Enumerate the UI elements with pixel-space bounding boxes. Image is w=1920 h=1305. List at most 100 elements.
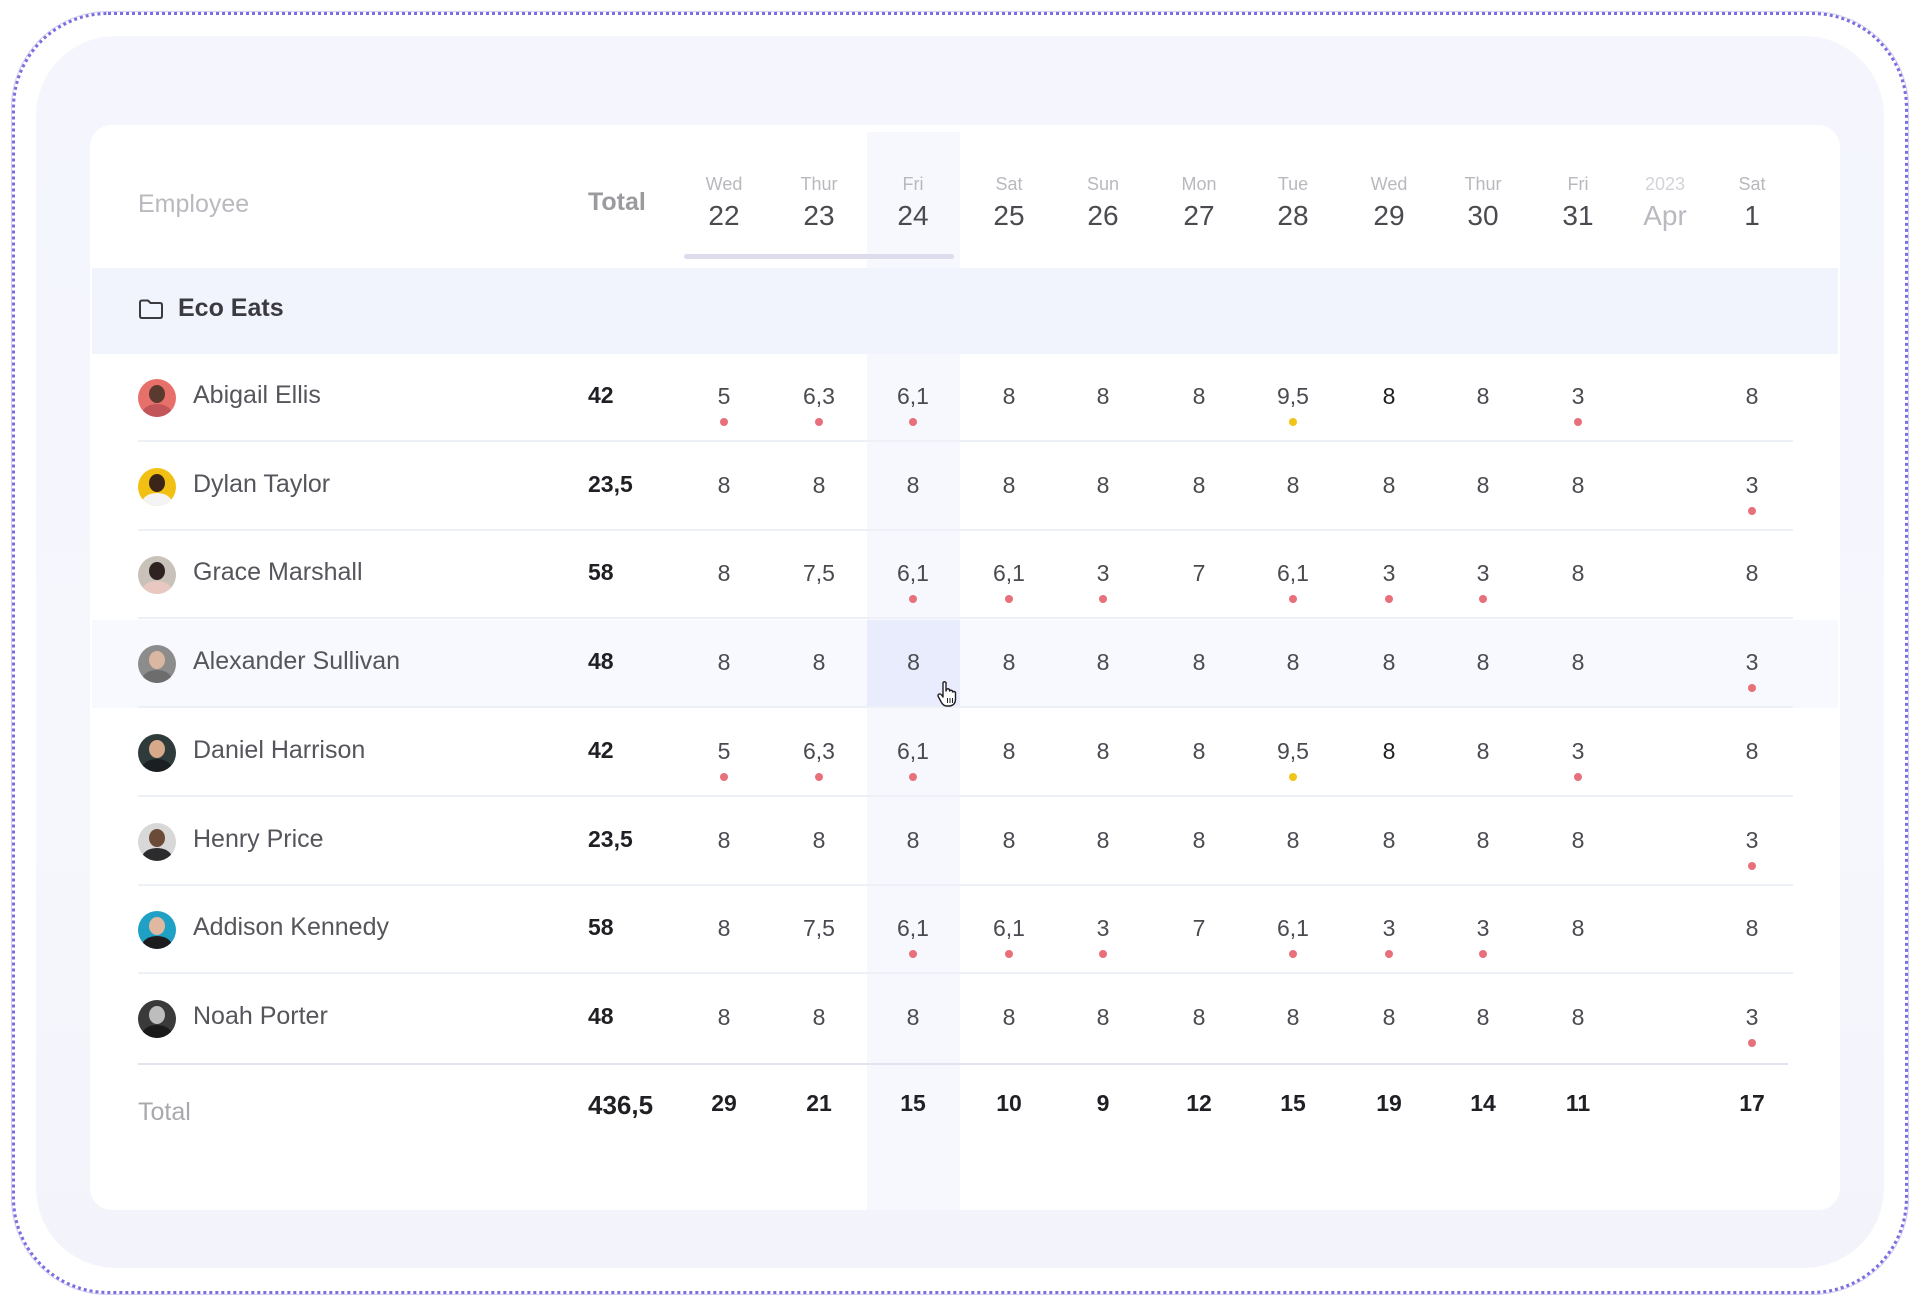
hours-cell[interactable]: 6,1 <box>868 354 958 442</box>
hours-cell[interactable]: 8 <box>964 354 1054 442</box>
hours-cell[interactable]: 8 <box>1438 620 1528 708</box>
hours-cell[interactable]: 3 <box>1707 798 1797 886</box>
hours-cell[interactable]: 8 <box>1154 798 1244 886</box>
hours-cell[interactable] <box>1620 443 1710 531</box>
hours-cell[interactable]: 7 <box>1154 531 1244 619</box>
table-row[interactable]: Henry Price 23,5 8 8 8 8 8 8 8 8 8 8 3 <box>92 798 1838 886</box>
hours-cell[interactable]: 8 <box>1438 709 1528 797</box>
hours-cell[interactable]: 8 <box>964 620 1054 708</box>
hours-cell[interactable]: 8 <box>1344 443 1434 531</box>
hours-cell[interactable]: 8 <box>679 975 769 1063</box>
hours-cell[interactable]: 8 <box>1533 975 1623 1063</box>
day-header-7[interactable]: Wed 29 <box>1344 172 1434 232</box>
hours-cell[interactable]: 8 <box>1248 798 1338 886</box>
hours-cell[interactable]: 8 <box>679 531 769 619</box>
employee-name[interactable]: Alexander Sullivan <box>193 647 401 675</box>
day-header-9[interactable]: Fri 31 <box>1533 172 1623 232</box>
hours-cell[interactable]: 3 <box>1344 886 1434 974</box>
hours-cell[interactable]: 8 <box>964 443 1054 531</box>
hours-cell[interactable]: 8 <box>868 975 958 1063</box>
hours-cell[interactable]: 8 <box>1154 975 1244 1063</box>
hours-cell[interactable]: 8 <box>1154 443 1244 531</box>
hours-cell[interactable]: 9,5 <box>1248 354 1338 442</box>
day-header-3[interactable]: Sat 25 <box>964 172 1054 232</box>
hours-cell[interactable]: 8 <box>1058 443 1148 531</box>
hours-cell[interactable]: 6,3 <box>774 709 864 797</box>
hours-cell[interactable]: 8 <box>1344 354 1434 442</box>
hours-cell[interactable]: 8 <box>1248 620 1338 708</box>
employee-name[interactable]: Dylan Taylor <box>193 470 331 498</box>
hours-cell[interactable]: 3 <box>1707 975 1797 1063</box>
employee-name[interactable]: Daniel Harrison <box>193 736 366 764</box>
hours-cell[interactable]: 5 <box>679 709 769 797</box>
table-row[interactable]: Noah Porter 48 8 8 8 8 8 8 8 8 8 8 3 <box>92 975 1838 1063</box>
hours-cell[interactable]: 7,5 <box>774 531 864 619</box>
hours-cell[interactable]: 6,1 <box>868 886 958 974</box>
hours-cell[interactable]: 8 <box>1533 798 1623 886</box>
day-header-11[interactable]: Sat 1 <box>1707 172 1797 232</box>
hours-cell[interactable]: 8 <box>679 620 769 708</box>
hours-cell[interactable]: 8 <box>1344 798 1434 886</box>
hours-cell[interactable]: 8 <box>1248 975 1338 1063</box>
hours-cell[interactable]: 8 <box>1533 531 1623 619</box>
hours-cell[interactable]: 8 <box>1707 709 1797 797</box>
hours-cell[interactable]: 6,1 <box>964 531 1054 619</box>
hours-cell[interactable]: 8 <box>1707 886 1797 974</box>
hours-cell[interactable]: 8 <box>1154 354 1244 442</box>
day-header-4[interactable]: Sun 26 <box>1058 172 1148 232</box>
hours-cell[interactable]: 8 <box>774 798 864 886</box>
hours-cell[interactable]: 6,1 <box>868 709 958 797</box>
hours-cell[interactable]: 8 <box>679 798 769 886</box>
total-column-header[interactable]: Total <box>588 188 646 216</box>
hours-cell[interactable]: 8 <box>1438 354 1528 442</box>
hours-cell[interactable]: 8 <box>1058 354 1148 442</box>
hours-cell[interactable]: 8 <box>1344 620 1434 708</box>
employee-name[interactable]: Abigail Ellis <box>193 381 321 409</box>
hours-cell[interactable]: 8 <box>1058 975 1148 1063</box>
day-header-10[interactable]: 2023 Apr <box>1620 172 1710 232</box>
hours-cell[interactable]: 7 <box>1154 886 1244 974</box>
hours-cell[interactable]: 8 <box>1533 620 1623 708</box>
hours-cell[interactable]: 8 <box>1154 709 1244 797</box>
day-header-2[interactable]: Fri 24 <box>868 172 958 232</box>
hours-cell[interactable]: 8 <box>679 886 769 974</box>
hours-cell[interactable]: 3 <box>1058 531 1148 619</box>
hours-cell[interactable]: 5 <box>679 354 769 442</box>
hours-cell[interactable]: 8 <box>964 709 1054 797</box>
hours-cell[interactable]: 3 <box>1707 620 1797 708</box>
group-row-eco-eats[interactable]: Eco Eats <box>92 268 1838 354</box>
hours-cell[interactable] <box>1620 620 1710 708</box>
hours-cell[interactable]: 3 <box>1438 886 1528 974</box>
hours-cell[interactable]: 8 <box>1707 354 1797 442</box>
hours-cell[interactable] <box>1620 531 1710 619</box>
table-row[interactable]: Grace Marshall 58 8 7,5 6,1 6,1 3 7 6,1 3 3 8 8 <box>92 531 1838 619</box>
table-row[interactable]: Addison Kennedy 58 8 7,5 6,1 6,1 3 7 6,1 3 3 8 8 <box>92 886 1838 974</box>
hours-cell[interactable]: 8 <box>964 798 1054 886</box>
hours-cell[interactable]: 8 <box>868 798 958 886</box>
day-header-8[interactable]: Thur 30 <box>1438 172 1528 232</box>
hours-cell[interactable]: 3 <box>1344 531 1434 619</box>
hours-cell[interactable]: 6,1 <box>1248 886 1338 974</box>
hours-cell[interactable] <box>1620 798 1710 886</box>
hours-cell[interactable]: 3 <box>1707 443 1797 531</box>
hours-cell[interactable] <box>1620 886 1710 974</box>
hours-cell[interactable] <box>1620 975 1710 1063</box>
hours-cell[interactable]: 8 <box>1438 975 1528 1063</box>
hours-cell[interactable]: 8 <box>774 443 864 531</box>
hours-cell[interactable]: 6,1 <box>964 886 1054 974</box>
hours-cell[interactable]: 3 <box>1058 886 1148 974</box>
hours-cell[interactable]: 8 <box>774 975 864 1063</box>
hours-cell[interactable]: 8 <box>868 443 958 531</box>
hours-cell[interactable]: 3 <box>1438 531 1528 619</box>
employee-name[interactable]: Noah Porter <box>193 1002 328 1030</box>
hours-cell[interactable]: 3 <box>1533 354 1623 442</box>
day-header-5[interactable]: Mon 27 <box>1154 172 1244 232</box>
employee-name[interactable]: Henry Price <box>193 825 324 853</box>
hours-cell[interactable]: 8 <box>1154 620 1244 708</box>
hours-cell[interactable]: 8 <box>1058 709 1148 797</box>
hours-cell[interactable] <box>1620 709 1710 797</box>
table-row[interactable]: Alexander Sullivan 48 8 8 8 8 8 8 8 8 8 8 3 <box>92 620 1838 708</box>
hours-cell[interactable]: 8 <box>1344 709 1434 797</box>
table-row[interactable]: Daniel Harrison 42 5 6,3 6,1 8 8 8 9,5 8 8 3 8 <box>92 709 1838 797</box>
hours-cell[interactable]: 8 <box>964 975 1054 1063</box>
